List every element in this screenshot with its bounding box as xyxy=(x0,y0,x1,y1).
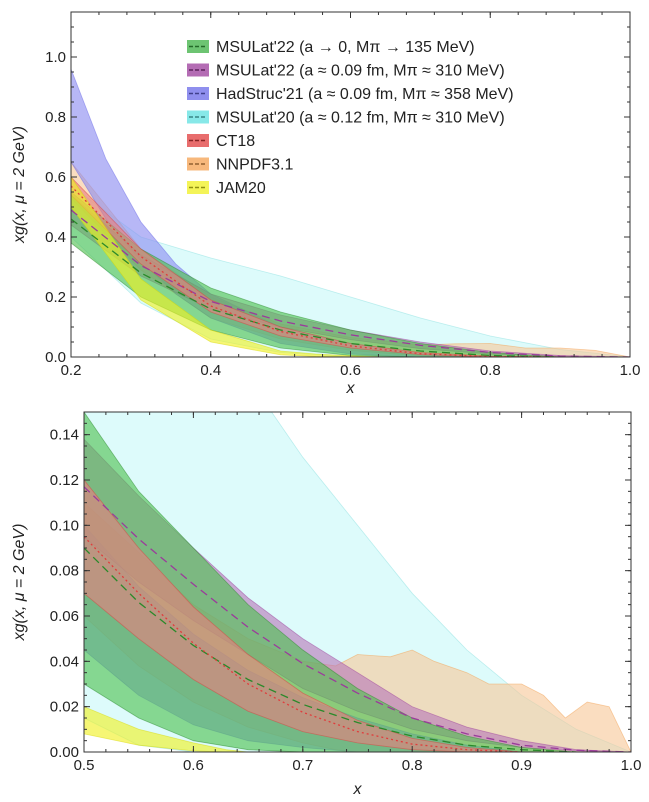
bottom-ytick-label: 0.08 xyxy=(50,563,79,580)
bottom-xtick-label: 1.0 xyxy=(621,757,642,774)
top-central-line-msulat-22-a-0-09-fm-m-310-mev xyxy=(71,209,630,357)
top-xtick-label: 0.4 xyxy=(200,362,221,379)
bottom-yaxis-label: xg(x, μ = 2 GeV) xyxy=(11,524,28,642)
bottom-xtick-label: 0.6 xyxy=(183,757,204,774)
top-ytick-label: 1.0 xyxy=(45,49,66,66)
top-series-group xyxy=(71,68,630,357)
legend-entry-label: JAM20 xyxy=(216,180,266,197)
bottom-ytick-label: 0.14 xyxy=(50,427,79,444)
legend-entry-label: MSULat'20 (a ≈ 0.12 fm, Mπ ≈ 310 MeV) xyxy=(216,110,505,127)
bottom-central-line-msulat-22-a-0-m-135-mev xyxy=(84,547,577,752)
top-band-ct18 xyxy=(71,176,561,357)
bottom-xtick-label: 0.8 xyxy=(402,757,423,774)
top-xtick-label: 0.8 xyxy=(480,362,501,379)
top-yaxis-label: xg(x, μ = 2 GeV) xyxy=(11,126,28,244)
bottom-band-jam20 xyxy=(84,706,249,752)
legend-entry-label: NNPDF3.1 xyxy=(216,157,293,174)
top-ytick-label: 0.6 xyxy=(45,169,66,186)
legend-entry-label: CT18 xyxy=(216,133,255,150)
legend-entry-label: HadStruc'21 (a ≈ 0.09 fm, Mπ ≈ 358 MeV) xyxy=(216,86,514,103)
top-xaxis-label: x xyxy=(346,380,356,397)
bottom-ytick-label: 0.10 xyxy=(50,517,79,534)
top-ytick-label: 0.2 xyxy=(45,289,66,306)
legend-entry-label: MSULat'22 (a → 0, Mπ → 135 MeV) xyxy=(216,39,475,56)
top-xtick-label: 0.6 xyxy=(340,362,361,379)
bottom-xtick-label: 0.7 xyxy=(292,757,313,774)
bottom-ytick-label: 0.00 xyxy=(50,744,79,761)
top-ytick-label: 0.0 xyxy=(45,349,66,366)
bottom-series-group xyxy=(84,412,631,752)
top-xtick-label: 1.0 xyxy=(620,362,641,379)
bottom-chart-panel: 0.5 0.6 0.7 0.8 0.9 1.0 0.00 0.02 0.04 0.06 0.08 0.… xyxy=(11,411,642,798)
top-central-line-msulat-22-a-0-m-135-mev xyxy=(71,218,561,357)
legend: MSULat'22 (a → 0, Mπ → 135 MeV) MSULat'22… xyxy=(187,39,514,197)
top-band-jam20 xyxy=(71,176,386,357)
bottom-central-line-msulat-22-a-0-09-fm-m-310-mev xyxy=(84,486,631,752)
top-ytick-label: 0.8 xyxy=(45,109,66,126)
bottom-band-ct18 xyxy=(84,479,522,752)
top-xtick-label: 0.2 xyxy=(61,362,82,379)
bottom-ytick-label: 0.06 xyxy=(50,608,79,625)
bottom-ytick-label: 0.02 xyxy=(50,699,79,716)
bottom-xtick-label: 0.9 xyxy=(511,757,532,774)
bottom-ytick-label: 0.04 xyxy=(50,653,79,670)
bottom-xtick-label: 0.5 xyxy=(74,757,95,774)
top-ytick-label: 0.4 xyxy=(45,229,66,246)
bottom-ytick-label: 0.12 xyxy=(50,472,79,489)
bottom-xaxis-label: x xyxy=(353,781,363,798)
top-chart-panel: 0.2 0.4 0.6 0.8 1.00.00.20.40.60.81.0xxg(x, … xyxy=(11,11,641,397)
legend-entry-label: MSULat'22 (a ≈ 0.09 fm, Mπ ≈ 310 MeV) xyxy=(216,63,505,80)
